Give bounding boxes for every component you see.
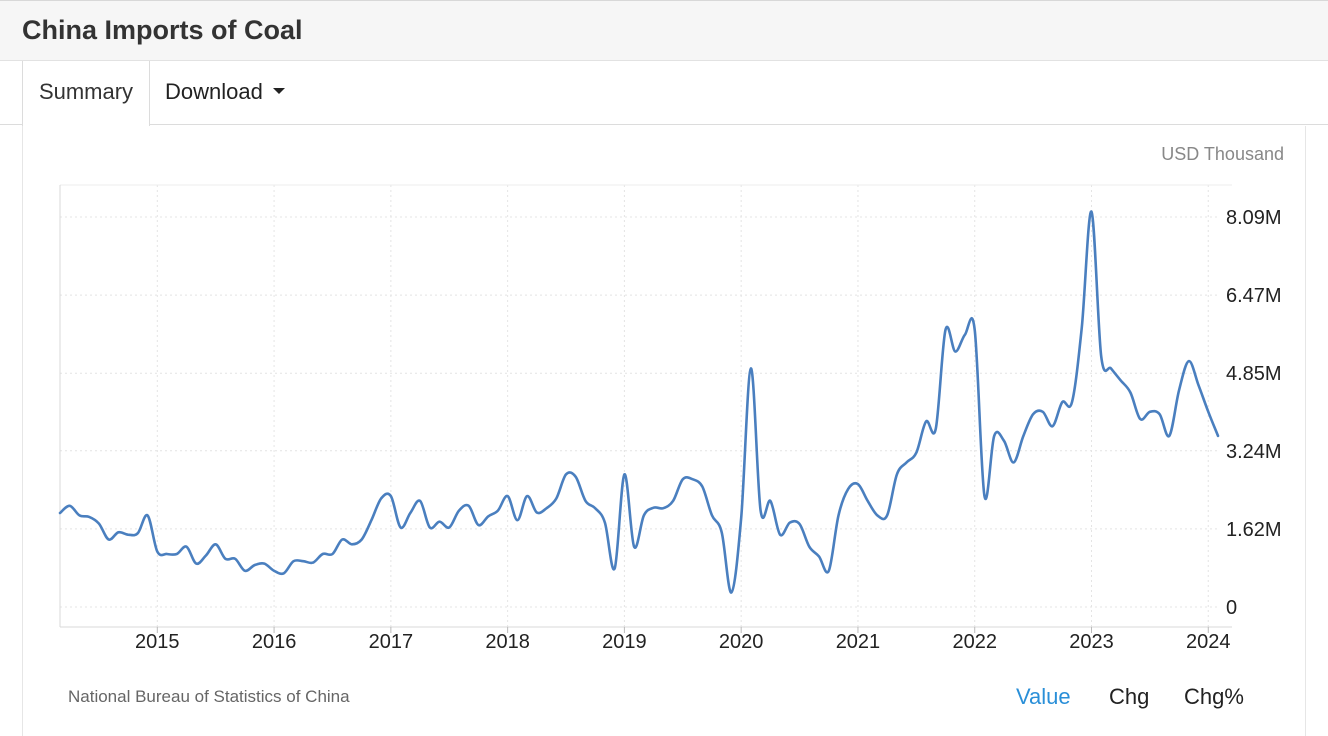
x-tick-label: 2018 — [485, 631, 530, 653]
y-tick-label: 6.47M — [1226, 285, 1282, 307]
y-tick-label: 8.09M — [1226, 207, 1282, 229]
x-tick-label: 2024 — [1186, 631, 1231, 653]
tab-download-label: Download — [165, 79, 263, 104]
y-tick-label: 4.85M — [1226, 363, 1282, 385]
tab-download[interactable]: Download — [165, 61, 285, 125]
caret-down-icon — [272, 88, 285, 95]
chart-axes — [59, 184, 1232, 633]
x-tick-label: 2016 — [252, 631, 297, 653]
view-value-link[interactable]: Value — [1016, 684, 1071, 709]
series-line — [58, 210, 1220, 594]
x-tick-label: 2017 — [369, 631, 414, 653]
view-chg-percent-link[interactable]: Chg% — [1184, 684, 1244, 709]
x-tick-label: 2015 — [135, 631, 180, 653]
x-axis-ticks: 2015 2016 2017 2018 2019 2020 2021 2022 2023 2024 — [135, 631, 1230, 653]
tab-bar: Summary Download — [0, 61, 1328, 126]
x-tick-label: 2019 — [602, 631, 647, 653]
source-label: National Bureau of Statistics of China — [68, 687, 350, 706]
x-tick-label: 2020 — [719, 631, 764, 653]
page-title: China Imports of Coal — [22, 15, 303, 45]
tab-summary[interactable]: Summary — [22, 61, 150, 126]
unit-label: USD Thousand — [1161, 144, 1284, 164]
chart-panel — [22, 126, 1306, 736]
y-tick-label: 3.24M — [1226, 441, 1282, 463]
chart-grid — [60, 185, 1218, 627]
header-bar: China Imports of Coal — [0, 0, 1328, 61]
y-axis-ticks: 0 1.62M 3.24M 4.85M 6.47M 8.09M — [1226, 207, 1282, 619]
y-tick-label: 0 — [1226, 597, 1237, 619]
x-tick-label: 2021 — [836, 631, 881, 653]
y-tick-label: 1.62M — [1226, 519, 1282, 541]
x-tick-label: 2023 — [1069, 631, 1114, 653]
x-tick-label: 2022 — [952, 631, 997, 653]
view-chg-link[interactable]: Chg — [1109, 684, 1150, 709]
